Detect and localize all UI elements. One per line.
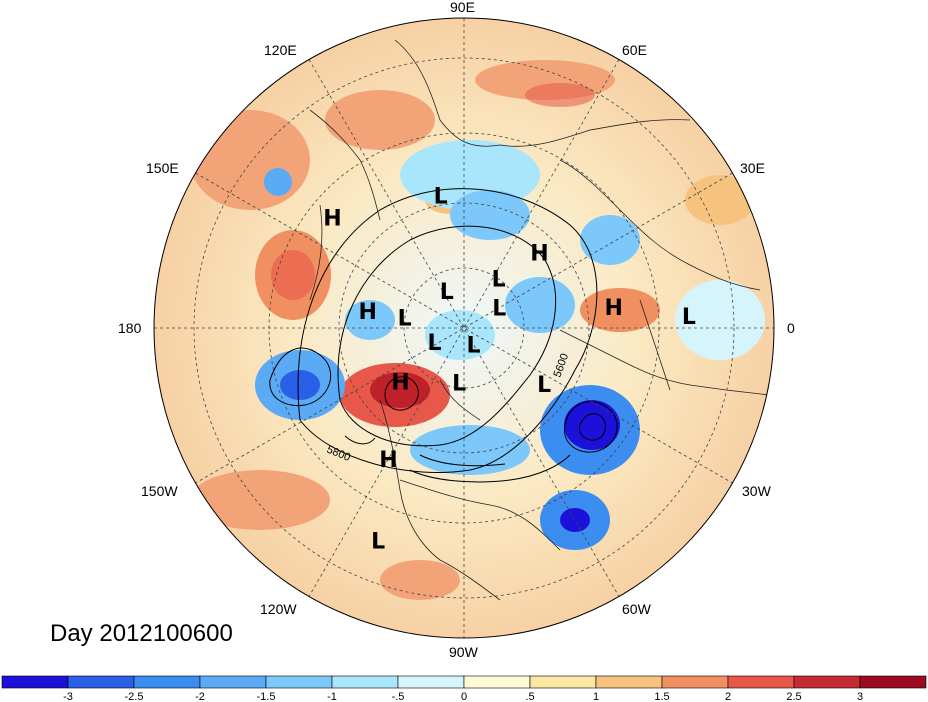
colorbar-swatch	[727, 675, 795, 689]
lon-label-120e: 120E	[264, 42, 297, 58]
colorbar-swatch	[595, 675, 663, 689]
graticule	[154, 18, 774, 638]
high-pressure-marker: H	[358, 300, 376, 325]
high-pressure-marker: H	[530, 242, 548, 267]
low-pressure-marker: L	[434, 184, 448, 209]
colorbar-tick-label: 0	[461, 691, 467, 702]
lon-label-150w: 150W	[141, 483, 178, 499]
colorbar-tick-label: 3	[857, 691, 863, 702]
colorbar-tick-label: 1	[593, 691, 599, 702]
colorbar-swatch	[397, 675, 465, 689]
lon-label-90w: 90W	[449, 644, 479, 660]
colorbar-swatch	[199, 675, 267, 689]
colorbar: -3 -2.5 -2 -1.5 -1 -.5 0 .5 1 1.5 2 2.5 3	[1, 675, 927, 702]
colorbar-tick-label: -3	[63, 691, 73, 702]
low-pressure-marker: L	[452, 372, 466, 397]
colorbar-tick-label: -2.5	[125, 691, 144, 702]
lon-label-0: 0	[787, 320, 795, 336]
high-pressure-marker: H	[604, 296, 622, 321]
colorbar-tick-label: .5	[525, 691, 534, 702]
lon-label-150e: 150E	[146, 160, 179, 176]
colorbar-swatch	[859, 675, 927, 689]
low-pressure-marker: L	[492, 268, 506, 293]
lon-label-180: 180	[118, 320, 142, 336]
low-pressure-marker: L	[492, 297, 506, 322]
colorbar-tick-label: 2.5	[786, 691, 801, 702]
colorbar-tick-label: -.5	[392, 691, 405, 702]
lon-label-120w: 120W	[260, 601, 297, 617]
lon-label-30e: 30E	[740, 160, 765, 176]
colorbar-swatch	[67, 675, 135, 689]
low-pressure-marker: L	[427, 331, 441, 356]
height-contours	[269, 188, 618, 483]
high-pressure-marker: H	[379, 448, 397, 473]
lon-label-30w: 30W	[742, 483, 772, 499]
colorbar-tick-label: -2	[195, 691, 205, 702]
colorbar-swatch	[661, 675, 729, 689]
lon-label-60w: 60W	[622, 601, 652, 617]
lon-label-90e: 90E	[450, 0, 475, 15]
colorbar-tick-label: -1	[327, 691, 337, 702]
colorbar-swatch	[265, 675, 333, 689]
colorbar-swatch	[529, 675, 597, 689]
high-pressure-marker: H	[391, 370, 409, 395]
map-boundary	[153, 17, 775, 639]
colorbar-tick-label: 2	[725, 691, 731, 702]
colorbar-tick-label: -1.5	[257, 691, 276, 702]
colorbar-swatch	[463, 675, 531, 689]
low-pressure-marker: L	[682, 305, 696, 330]
colorbar-swatch	[331, 675, 399, 689]
colorbar-tick-label: 1.5	[654, 691, 669, 702]
colorbar-swatch	[793, 675, 861, 689]
low-pressure-marker: L	[371, 530, 385, 555]
high-pressure-marker: H	[323, 207, 341, 232]
colorbar-swatch	[1, 675, 69, 689]
coastlines	[309, 39, 771, 601]
date-label: Day 2012100600	[50, 620, 233, 647]
low-pressure-marker: L	[466, 333, 480, 358]
low-pressure-marker: L	[537, 373, 551, 398]
anomaly-field	[154, 18, 774, 638]
low-pressure-marker: L	[398, 307, 412, 332]
low-pressure-marker: L	[440, 280, 454, 305]
lon-label-60e: 60E	[622, 42, 647, 58]
longitude-labels: 90E 60E 30E 0 30W 60W 90W 120W 150W 180 …	[118, 0, 795, 660]
colorbar-swatch	[133, 675, 201, 689]
anomaly-blobs	[190, 60, 765, 600]
